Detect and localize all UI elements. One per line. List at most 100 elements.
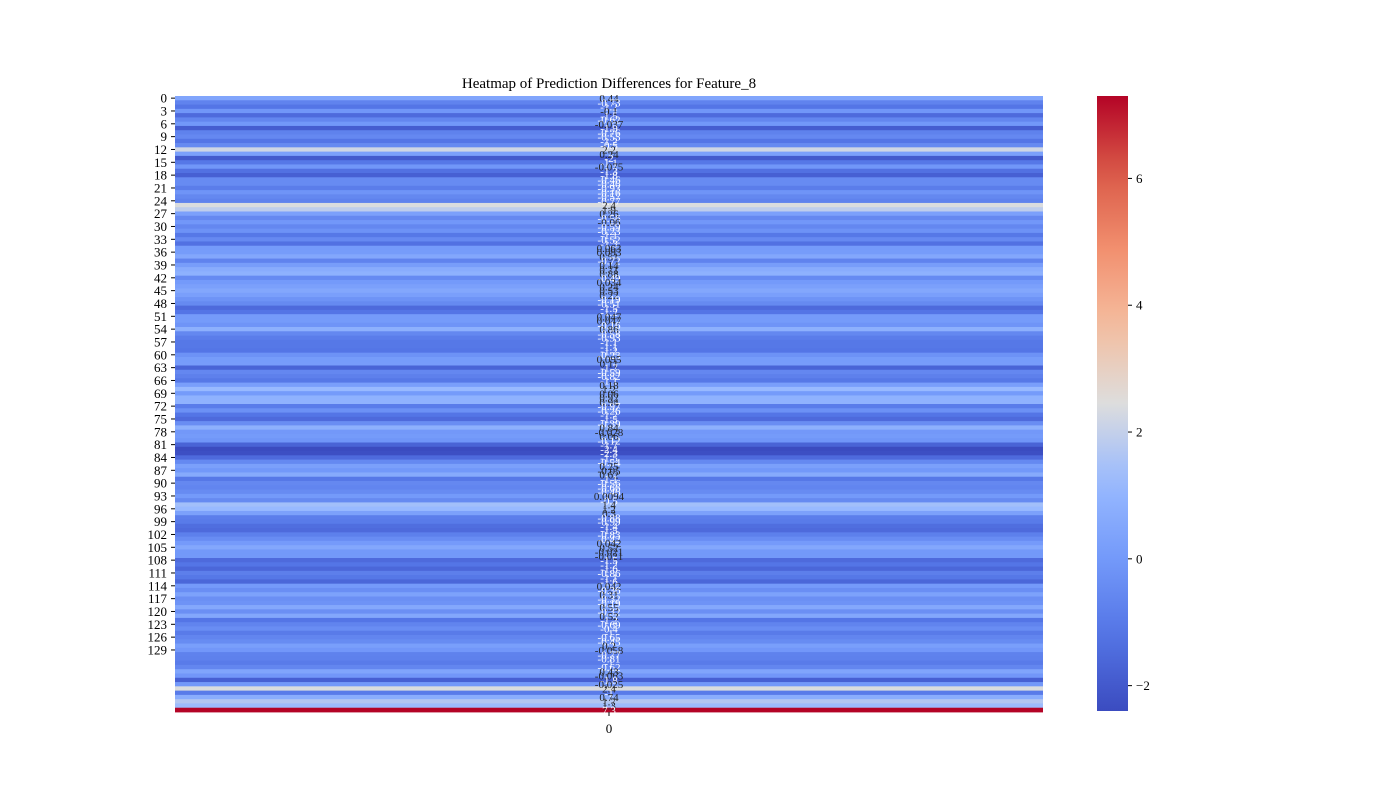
cell-annotation: -0.23 — [598, 350, 621, 362]
y-tick-label: 126 — [148, 630, 168, 645]
heatmap-cell — [175, 327, 1043, 332]
heatmap-cell — [175, 468, 1043, 473]
cell-annotation: -0.06 — [598, 217, 621, 229]
heatmap-cell — [175, 630, 1043, 636]
heatmap-cell — [175, 459, 1043, 465]
heatmap-cell — [175, 207, 1043, 212]
cell-annotation: -0.45 — [598, 636, 621, 648]
cell-annotation: 0.095 — [597, 354, 622, 366]
cell-annotation: 0.3 — [602, 508, 616, 520]
cell-annotation: -1.2 — [600, 559, 617, 571]
cell-annotation: 2.2 — [602, 144, 616, 156]
cell-annotation: -2.3 — [600, 448, 618, 460]
cell-annotation: -1.1 — [600, 157, 617, 169]
heatmap-cell — [175, 301, 1043, 307]
heatmap-cell — [175, 510, 1043, 516]
heatmap-cell — [175, 297, 1043, 302]
y-tick-label: 120 — [148, 604, 168, 619]
cell-annotation: 0.042 — [597, 538, 622, 550]
cell-annotation: 0.62 — [599, 470, 618, 482]
y-tick-label: 75 — [154, 411, 167, 426]
heatmap-cell — [175, 279, 1043, 285]
cell-annotation: 1.2 — [602, 384, 616, 396]
y-tick-label: 21 — [154, 180, 167, 195]
cell-annotation: -0.56 — [598, 213, 621, 225]
cell-annotation: -0.62 — [598, 115, 621, 127]
heatmap-cell — [175, 228, 1043, 234]
colorbar-tick-label: 2 — [1136, 425, 1143, 440]
y-tick-label: 102 — [148, 527, 168, 542]
cell-annotation: -0.16 — [598, 320, 621, 332]
heatmap-cell — [175, 143, 1043, 148]
heatmap-cell — [175, 271, 1043, 277]
cell-annotation: -1.6 — [600, 577, 618, 589]
y-axis: 0369121518212427303336394245485154576063… — [148, 91, 175, 657]
heatmap-cell — [175, 408, 1043, 413]
heatmap-cell — [175, 566, 1043, 572]
heatmap-cell — [175, 438, 1043, 443]
chart-title: Heatmap of Prediction Differences for Fe… — [462, 76, 756, 92]
heatmap-cell — [175, 617, 1043, 623]
y-tick-label: 72 — [154, 399, 167, 414]
heatmap-cell — [175, 202, 1043, 208]
cell-annotation: 0.047 — [597, 311, 622, 323]
heatmap-cell — [175, 425, 1043, 431]
y-tick-label: 33 — [154, 232, 167, 247]
heatmap-cell — [175, 190, 1043, 195]
heatmap-cell — [175, 489, 1043, 495]
cell-annotation: -0.83 — [598, 529, 621, 541]
cell-annotation: -0.1 — [600, 106, 617, 118]
y-tick-label: 27 — [154, 206, 168, 221]
cell-annotation: -0.72 — [598, 256, 621, 268]
heatmap-cell — [175, 579, 1043, 585]
heatmap-cell — [175, 515, 1043, 520]
cell-annotation: -0.19 — [598, 598, 621, 610]
heatmap-cell — [175, 686, 1043, 692]
heatmap-cell — [175, 626, 1043, 632]
heatmap-cell — [175, 558, 1043, 563]
colorbar-tick-label: −2 — [1136, 678, 1150, 693]
cell-annotation: 0.86 — [599, 324, 619, 336]
cell-annotation: -0.54 — [598, 457, 621, 469]
heatmap-cell — [175, 635, 1043, 640]
y-tick-label: 93 — [154, 488, 167, 503]
y-tick-label: 111 — [148, 565, 167, 580]
cell-annotation: -0.037 — [595, 119, 624, 131]
heatmap-cell — [175, 669, 1043, 674]
cell-annotation: 0.92 — [599, 393, 618, 405]
heatmap-cell — [175, 442, 1043, 448]
cell-annotation: -1.8 — [600, 170, 618, 182]
heatmap-cell — [175, 267, 1043, 272]
cell-annotation: -1 — [604, 658, 613, 670]
cell-annotation: 0.74 — [599, 692, 619, 704]
heatmap-cell — [175, 314, 1043, 319]
cell-annotation: 0.24 — [599, 149, 619, 161]
cell-annotation: 0.94 — [599, 397, 619, 409]
y-tick-label: 57 — [154, 334, 168, 349]
heatmap-cell — [175, 652, 1043, 657]
cell-annotation: -0.028 — [595, 427, 624, 439]
cell-annotation: 0.2 — [602, 641, 616, 653]
heatmap-cell — [175, 404, 1043, 409]
y-tick-label: 36 — [154, 245, 168, 260]
heatmap-cell — [175, 502, 1043, 508]
heatmap-cell — [175, 656, 1043, 662]
y-tick-label: 90 — [154, 476, 167, 491]
heatmap-cell — [175, 643, 1043, 649]
heatmap-cell — [175, 416, 1043, 422]
heatmap-cell — [175, 309, 1043, 315]
y-tick-label: 45 — [154, 283, 167, 298]
heatmap-cell — [175, 331, 1043, 336]
cell-annotation: -0.97 — [598, 401, 621, 413]
cell-annotation: 0.71 — [599, 264, 618, 276]
heatmap-cell — [175, 185, 1043, 191]
cell-annotations: 0.44-0.73-1.2-0.1-1.5-0.62-0.037-1.9-0.7… — [594, 93, 625, 717]
cell-annotation: 0.88 — [599, 269, 619, 281]
cell-annotation: -1.3 — [600, 166, 618, 178]
heatmap-cell — [175, 523, 1043, 529]
y-tick-label: 3 — [161, 103, 168, 118]
heatmap-cell — [175, 378, 1043, 384]
y-tick-label: 30 — [154, 219, 167, 234]
cell-annotation: 1.2 — [602, 504, 616, 516]
cell-annotation: -0.73 — [598, 97, 621, 109]
